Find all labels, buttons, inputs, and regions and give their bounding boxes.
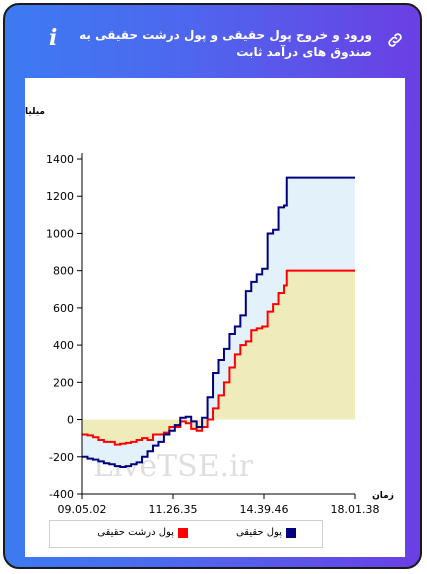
link-icon[interactable] <box>386 31 404 49</box>
y-tick-label: 1000 <box>46 227 74 240</box>
area-real-big-money <box>82 270 355 445</box>
y-tick-label: 0 <box>67 414 74 427</box>
y-tick-label: 1200 <box>46 190 74 203</box>
chart-svg: میلیارد تومان زمان LiveTSE.ir -400-20002… <box>25 107 394 516</box>
y-tick-label: 400 <box>53 339 74 352</box>
y-tick-label: 200 <box>53 376 74 389</box>
y-tick-label: -400 <box>49 488 74 501</box>
legend-swatch-real-money <box>286 528 296 538</box>
x-tick-label: 09.05.02 <box>58 503 107 516</box>
x-axis-label: زمان <box>372 491 394 501</box>
legend-real-money[interactable]: پول حقیقی <box>235 527 282 538</box>
x-axis-ticks: 09.05.02 11.26.35 14.39.46 18.01.38 <box>58 494 380 516</box>
legend-real-big-money[interactable]: پول درشت حقیقی <box>97 527 174 538</box>
line-real-money <box>82 176 355 469</box>
chart-panel: میلیارد تومان زمان LiveTSE.ir -400-20002… <box>25 78 405 557</box>
chart-title: ورود و خروج پول حقیقی و پول درشت حقیقی ب… <box>79 28 372 59</box>
y-tick-label: -200 <box>49 451 74 464</box>
chart-card: ورود و خروج پول حقیقی و پول درشت حقیقی ب… <box>3 3 422 569</box>
line-real-big-money <box>82 269 355 446</box>
legend: پول حقیقی پول درشت حقیقی <box>49 520 323 548</box>
y-tick-label: 800 <box>53 265 74 278</box>
y-axis-label: میلیارد تومان <box>25 107 45 117</box>
legend-swatch-real-big-money <box>178 528 188 538</box>
chart-lines <box>82 176 355 469</box>
y-axis-ticks: -400 -200 0 200 400 600 800 1000 1200 1400 <box>46 153 82 501</box>
x-tick-label: 14.39.46 <box>240 503 289 516</box>
y-tick-label: 1400 <box>46 153 74 166</box>
y-tick-label: 600 <box>53 302 74 315</box>
card-header: ورود و خروج پول حقیقی و پول درشت حقیقی ب… <box>5 5 420 77</box>
x-tick-label: 18.01.38 <box>331 503 380 516</box>
x-tick-label: 11.26.35 <box>149 503 198 516</box>
chart-areas <box>82 177 355 468</box>
info-icon[interactable]: i <box>49 25 58 51</box>
